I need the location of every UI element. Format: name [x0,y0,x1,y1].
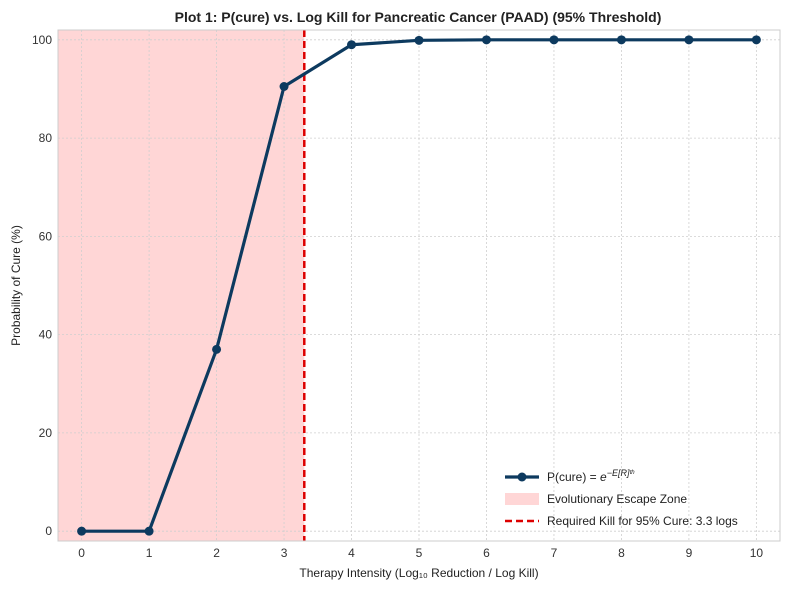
x-tick-label: 1 [146,546,153,560]
grid-lines [58,30,780,541]
legend-threshold-label: Required Kill for 95% Cure: 3.3 logs [547,514,738,528]
x-tick-label: 5 [416,546,423,560]
y-tick-label: 80 [39,131,53,145]
legend-series-marker [517,472,527,482]
data-point [616,35,626,45]
data-point [144,526,154,536]
data-point [279,82,289,92]
plot-frame [57,29,781,542]
x-tick-label: 3 [281,546,288,560]
y-tick-label: 40 [39,328,53,342]
data-point [347,40,357,50]
escape-zone-region [58,30,305,541]
data-point [481,35,491,45]
data-point [414,35,424,45]
x-tick-label: 10 [750,546,764,560]
x-tick-label: 9 [686,546,693,560]
x-tick-label: 6 [483,546,490,560]
x-tick-label: 2 [213,546,220,560]
data-point [684,35,694,45]
y-axis-ticks: 0 20 40 60 80 100 [32,33,52,538]
y-tick-label: 0 [45,524,52,538]
legend-zone-swatch [505,493,539,505]
x-tick-label: 8 [618,546,625,560]
data-point [77,526,87,536]
legend-zone-label: Evolutionary Escape Zone [547,492,687,506]
x-tick-label: 7 [551,546,558,560]
plot-area [57,29,781,542]
y-tick-label: 60 [39,229,53,243]
x-axis-ticks: 0 1 2 3 4 5 6 7 8 9 10 [78,546,763,560]
x-tick-label: 0 [78,546,85,560]
y-axis-label: Probability of Cure (%) [9,225,23,346]
y-tick-label: 20 [39,426,53,440]
legend: P(cure) = e−E[R]ᵗʰ Evolutionary Escape Z… [505,468,738,528]
x-tick-label: 4 [348,546,355,560]
data-points [77,35,761,536]
data-point [751,35,761,45]
legend-series-label: P(cure) = e−E[R]ᵗʰ [547,468,635,484]
data-point [212,344,222,354]
chart-title: Plot 1: P(cure) vs. Log Kill for Pancrea… [175,9,662,25]
y-tick-label: 100 [32,33,52,47]
x-axis-label: Therapy Intensity (Log₁₀ Reduction / Log… [299,566,538,580]
data-point [549,35,559,45]
